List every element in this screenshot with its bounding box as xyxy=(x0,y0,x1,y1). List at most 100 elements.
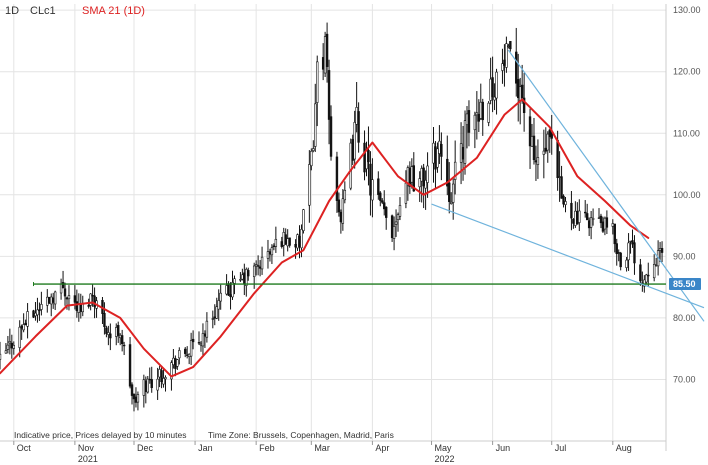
candle-body xyxy=(418,178,421,188)
candle-body xyxy=(266,251,270,259)
candle-body xyxy=(379,192,382,201)
candle-body xyxy=(296,234,299,249)
price-tick-label: 70.00 xyxy=(673,374,696,384)
candle-body xyxy=(329,116,333,157)
candle-body xyxy=(572,219,575,224)
candle-body xyxy=(302,209,305,231)
candle-body xyxy=(288,237,291,246)
candle-body xyxy=(591,217,595,220)
candle-body xyxy=(325,33,329,67)
candle-body xyxy=(256,265,260,267)
candle-body xyxy=(178,350,181,359)
lower-trend-line xyxy=(431,203,705,309)
candle-body xyxy=(597,217,601,219)
candle-body xyxy=(87,305,90,307)
candle-body xyxy=(115,327,118,337)
time-tick-label: Jan xyxy=(198,443,213,453)
candle-body xyxy=(450,201,453,205)
candle-body xyxy=(59,283,63,294)
candle-body xyxy=(453,161,457,180)
candle-body xyxy=(381,200,384,203)
symbol-label[interactable]: CLc1 xyxy=(30,5,56,17)
candle-body xyxy=(503,59,506,66)
candle-body xyxy=(229,294,232,298)
candle-body xyxy=(310,150,313,167)
candle-body xyxy=(481,101,484,121)
candle-body xyxy=(377,178,380,195)
time-tick-label: Jun xyxy=(496,443,511,453)
candle-body xyxy=(647,274,650,277)
candle-body xyxy=(286,238,289,247)
candle-body xyxy=(536,157,540,165)
candle-body xyxy=(404,182,408,204)
timeframe-label[interactable]: 1D xyxy=(5,5,19,17)
candle-body xyxy=(363,142,366,173)
candle-body xyxy=(32,310,35,318)
candle-body xyxy=(245,268,248,286)
year-label: 2022 xyxy=(435,454,455,464)
indicator-label[interactable]: SMA 21 (1D) xyxy=(82,5,145,17)
candle-body xyxy=(38,309,41,312)
sma-21-line xyxy=(0,98,650,378)
candle-body xyxy=(426,165,429,183)
candle-body xyxy=(61,282,65,289)
candle-body xyxy=(327,70,331,120)
candle-body xyxy=(191,338,195,343)
candle-body xyxy=(475,112,479,116)
candle-body xyxy=(233,278,236,284)
candle-body xyxy=(487,102,490,123)
candle-body xyxy=(424,179,427,189)
candle-body xyxy=(495,71,498,99)
candle-body xyxy=(467,110,471,133)
candle-body xyxy=(10,342,14,349)
candle-body xyxy=(26,311,29,327)
candle-body xyxy=(434,146,437,170)
candle-body xyxy=(174,358,177,369)
candle-body xyxy=(465,113,469,125)
candle-body xyxy=(280,241,283,247)
candle-body xyxy=(294,244,297,248)
candle-body xyxy=(213,316,216,319)
candle-body xyxy=(298,235,301,248)
candle-body xyxy=(658,248,662,251)
candle-body xyxy=(89,293,92,306)
candle-body xyxy=(369,163,372,196)
candle-body xyxy=(357,111,360,143)
timezone-text: Time Zone: Brussels, Copenhagen, Madrid,… xyxy=(208,430,394,440)
time-tick-label: Oct xyxy=(17,443,32,453)
candle-body xyxy=(211,318,215,320)
candle-body xyxy=(105,327,108,334)
candle-body xyxy=(52,297,55,303)
candle-body xyxy=(560,176,563,199)
candle-body xyxy=(335,156,339,201)
candle-body xyxy=(252,265,256,277)
candle-body xyxy=(440,143,443,157)
candle-body xyxy=(339,211,343,223)
candle-body xyxy=(627,242,630,261)
candle-body xyxy=(410,166,414,183)
candle-body xyxy=(67,295,71,300)
candle-body xyxy=(162,378,165,385)
candle-body xyxy=(258,266,262,269)
candle-body xyxy=(53,291,57,305)
candle-body xyxy=(144,380,148,392)
candle-body xyxy=(217,300,220,310)
candlestick-series xyxy=(0,22,664,412)
candle-body xyxy=(73,295,77,303)
grid-lines xyxy=(0,4,666,441)
candle-body xyxy=(199,343,203,346)
time-tick-label: Apr xyxy=(375,443,389,453)
price-tick-label: 130.00 xyxy=(673,5,701,15)
candle-body xyxy=(507,45,510,48)
candle-body xyxy=(394,221,398,225)
candle-body xyxy=(351,139,354,161)
year-label: 2021 xyxy=(78,454,98,464)
candle-body xyxy=(142,379,146,396)
candle-body xyxy=(337,199,341,213)
candle-body xyxy=(355,107,358,125)
candle-body xyxy=(18,326,21,348)
candle-body xyxy=(312,148,315,151)
candle-body xyxy=(631,240,634,245)
candle-body xyxy=(316,61,319,103)
candle-body xyxy=(227,283,230,296)
